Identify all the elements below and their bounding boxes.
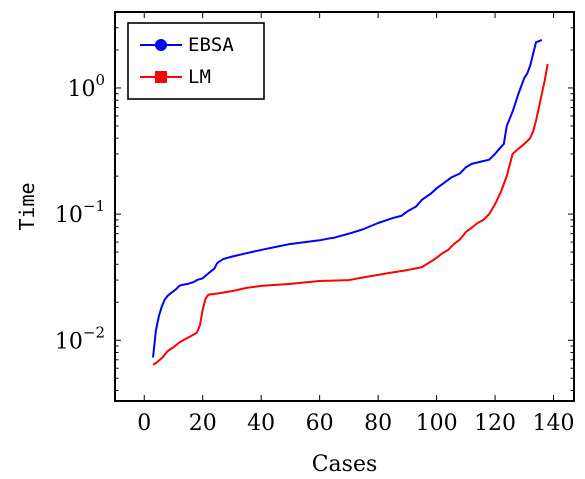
x-tick-label: 140 [533, 411, 575, 436]
x-tick-label: 60 [306, 411, 334, 436]
x-tick-label: 80 [364, 411, 392, 436]
x-tick-label: 0 [137, 411, 151, 436]
series-line-lm [152, 63, 549, 366]
y-tick-label-exponent: −1 [83, 197, 105, 215]
legend-label-ebsa: EBSA [188, 34, 234, 56]
legend-label-lm: LM [188, 66, 211, 88]
x-axis-title: Cases [312, 452, 378, 477]
legend: EBSA LM [127, 22, 265, 100]
legend-marker-lm [155, 71, 167, 83]
x-tick-label: 20 [189, 411, 217, 436]
x-tick-label: 100 [416, 411, 458, 436]
plot-frame [114, 11, 575, 402]
series-line-ebsa [152, 39, 543, 358]
legend-marker-ebsa [155, 39, 167, 51]
y-tick-label-exponent: 0 [95, 71, 105, 89]
y-tick-label-exponent: −2 [83, 323, 105, 341]
x-tick-label: 120 [474, 411, 516, 436]
y-tick-label-base: 10 [55, 329, 83, 354]
y-axis-title: Time [15, 182, 39, 230]
legend-box [127, 22, 265, 100]
y-tick-label-base: 10 [55, 203, 83, 228]
y-tick-label: 10−2 [55, 323, 105, 354]
y-tick-label: 100 [67, 71, 105, 102]
y-tick-label: 10−1 [55, 197, 105, 228]
y-tick-label-base: 10 [67, 77, 95, 102]
x-tick-label: 40 [247, 411, 275, 436]
